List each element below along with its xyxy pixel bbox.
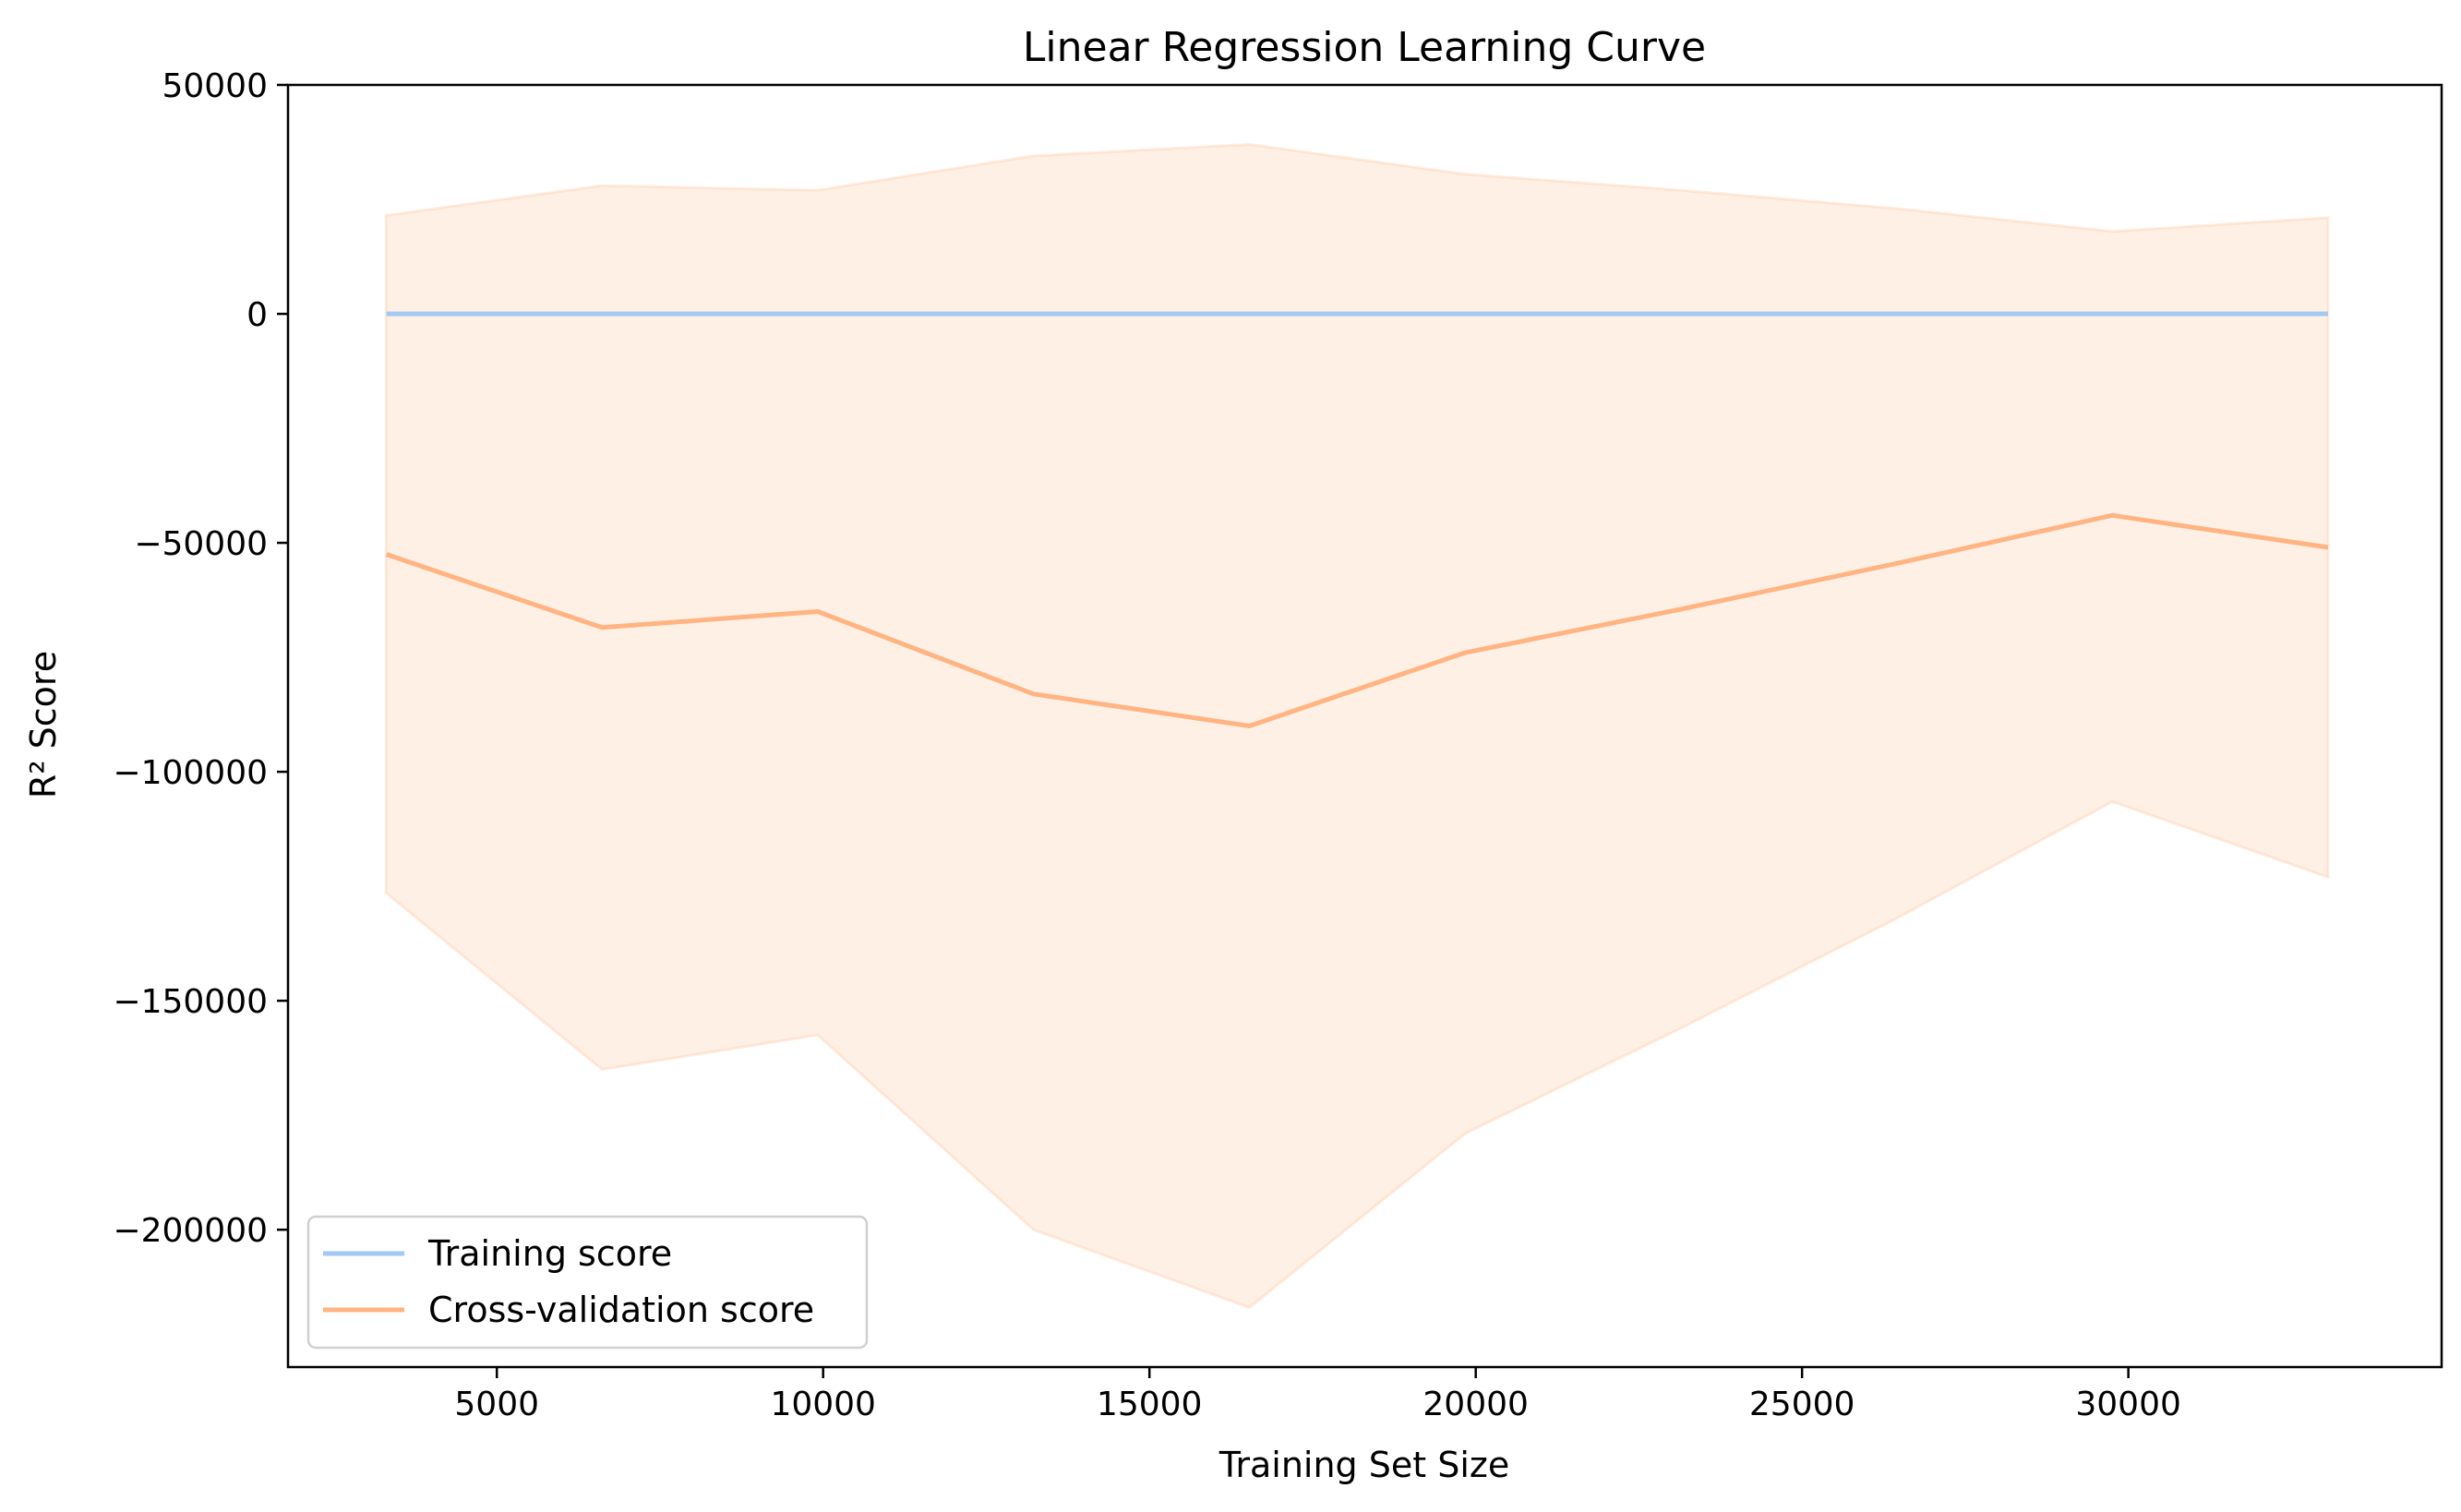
legend-box — [306, 1215, 869, 1350]
x-tick-label: 25000 — [1749, 1386, 1855, 1423]
x-tick-label: 20000 — [1423, 1386, 1529, 1423]
plot-area: 5000 10000 15000 20000 25000 30000 50000 0 −5000… — [113, 67, 2443, 1423]
y-tick-label: −200000 — [113, 1212, 268, 1250]
chart-title: Linear Regression Learning Curve — [1023, 24, 1706, 71]
y-tick-label: −50000 — [134, 525, 268, 563]
plot-frame — [286, 83, 2443, 1369]
y-tick-label: 50000 — [162, 67, 268, 105]
line-series-1 — [385, 512, 2329, 728]
legend-label-0: Training score — [427, 1233, 672, 1274]
legend-label-1: Cross-validation score — [428, 1290, 814, 1330]
y-tick-label: 0 — [246, 296, 268, 334]
x-tick-label: 5000 — [454, 1386, 539, 1423]
y-tick-label: −100000 — [113, 754, 268, 792]
x-tick-label: 15000 — [1097, 1386, 1203, 1423]
x-axis-title: Training Set Size — [1218, 1445, 1510, 1485]
x-tick-label: 10000 — [770, 1386, 876, 1423]
band-series-1 — [385, 142, 2330, 1310]
y-tick-label: −150000 — [113, 983, 268, 1021]
y-axis-title: R² Score — [23, 651, 64, 798]
x-tick-label: 30000 — [2075, 1386, 2181, 1423]
